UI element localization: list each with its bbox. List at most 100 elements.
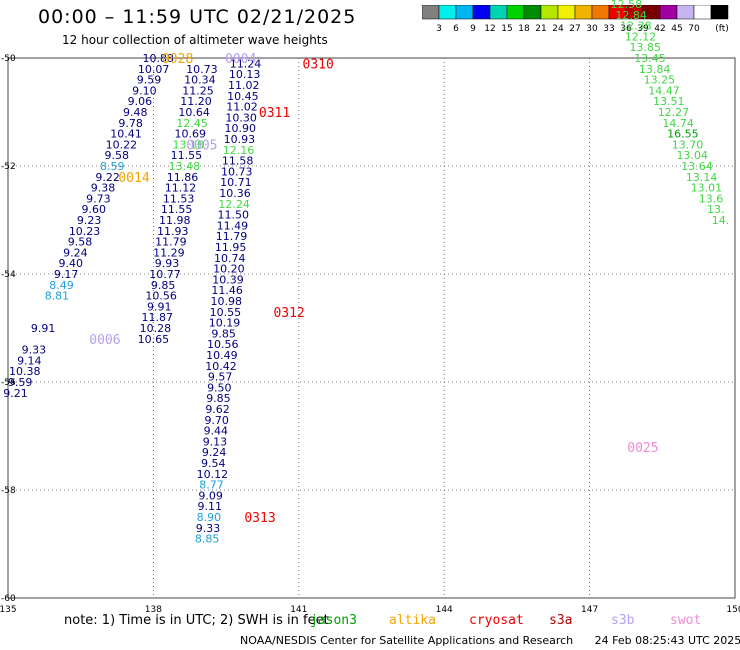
wave-height-value: 9.13 bbox=[203, 435, 228, 448]
wave-height-value: 10.55 bbox=[210, 306, 242, 319]
wave-height-value: 9.21 bbox=[3, 387, 28, 400]
latitude-tick-label: -58 bbox=[1, 486, 16, 496]
pass-number-label: 0312 bbox=[273, 306, 304, 321]
wave-height-value: 13.04 bbox=[677, 149, 709, 162]
longitude-tick-label: 138 bbox=[145, 605, 162, 612]
wave-height-value: 9.11 bbox=[197, 500, 222, 513]
pass-number-label: 0025 bbox=[627, 441, 658, 456]
wave-height-value: 10.77 bbox=[149, 268, 181, 281]
wave-height-value: 9.85 bbox=[206, 392, 231, 405]
wave-height-value: 9.33 bbox=[196, 522, 221, 535]
wave-height-value: 12.27 bbox=[658, 106, 690, 119]
colorbar-swatch bbox=[710, 5, 729, 20]
wave-height-value: 13.70 bbox=[672, 138, 704, 151]
satellite-legend-item: jason3 bbox=[310, 613, 357, 628]
map-subtitle: 12 hour collection of altimeter wave hei… bbox=[62, 33, 328, 47]
wave-height-value: 10.28 bbox=[140, 322, 172, 335]
wave-height-value: 9.91 bbox=[31, 322, 56, 335]
wave-height-value: 11.58 bbox=[222, 155, 254, 168]
wave-height-value: 10.56 bbox=[145, 290, 177, 303]
colorbar-tick: 27 bbox=[569, 24, 580, 33]
wave-height-value: 12.45 bbox=[176, 117, 208, 130]
wave-height-value: 10.93 bbox=[224, 133, 256, 146]
colorbar-tick: 36 bbox=[620, 24, 632, 33]
pass-number-label: 0310 bbox=[303, 57, 334, 72]
wave-height-value: 11.86 bbox=[167, 171, 199, 184]
wave-height-value: 10.12 bbox=[197, 468, 229, 481]
wave-height-value: 12.58 bbox=[611, 0, 643, 11]
pass-number-label: 0014 bbox=[118, 171, 149, 186]
wave-height-value: 13. bbox=[707, 203, 725, 216]
colorbar-tick: 9 bbox=[470, 24, 476, 33]
wave-height-value: 11.93 bbox=[157, 225, 189, 238]
wave-height-value: 9.09 bbox=[198, 489, 223, 502]
footer-note: note: 1) Time is in UTC; 2) SWH is in fe… bbox=[64, 613, 701, 628]
wave-height-value: 13.48 bbox=[169, 160, 201, 173]
wave-height-value: 9.59 bbox=[8, 376, 33, 389]
colorbar-tick: 42 bbox=[654, 24, 665, 33]
colorbar-tick: 15 bbox=[501, 24, 512, 33]
satellite-legend-item: s3b bbox=[611, 613, 635, 628]
wave-height-value: 10.74 bbox=[214, 252, 246, 265]
wave-height-value: 8.59 bbox=[100, 160, 125, 173]
satellite-legend-item: altika bbox=[389, 613, 436, 628]
latitude-tick-label: -50 bbox=[1, 54, 16, 64]
colorbar-legend: 3 6 9 12 15 18 21 24 27 30 33 36 39 42 45 70 (ft) bbox=[422, 5, 729, 33]
wave-height-value: 11.02 bbox=[228, 79, 260, 92]
wave-height-value: 11.50 bbox=[218, 209, 250, 222]
wave-height-value: 10.23 bbox=[69, 225, 101, 238]
wave-height-value: 13.84 bbox=[639, 63, 671, 76]
wave-height-value: 16.55 bbox=[667, 128, 699, 141]
wave-height-value: 10.73 bbox=[221, 165, 253, 178]
wave-height-value: 11.02 bbox=[226, 101, 258, 114]
wave-height-value: 10.19 bbox=[209, 317, 241, 330]
wave-height-value: 10.42 bbox=[205, 360, 237, 373]
wave-height-value: 10.90 bbox=[225, 122, 257, 135]
wave-height-value: 13.01 bbox=[691, 182, 723, 195]
satellite-legend-item: cryosat bbox=[469, 613, 524, 628]
wave-height-value: 9.38 bbox=[91, 182, 116, 195]
wave-height-value: 9.33 bbox=[22, 344, 47, 357]
wave-height-value: 9.62 bbox=[205, 403, 230, 416]
wave-height-value: 9.14 bbox=[17, 354, 42, 367]
wave-height-value: 10.36 bbox=[219, 187, 251, 200]
wave-height-value: 9.06 bbox=[128, 95, 153, 108]
wave-height-value: 11.12 bbox=[165, 182, 197, 195]
colorbar-tick: 45 bbox=[671, 24, 682, 33]
wave-height-value: 10.49 bbox=[206, 349, 238, 362]
wave-height-value: 11.24 bbox=[230, 57, 262, 70]
wave-height-value: 8.49 bbox=[49, 279, 74, 292]
wave-height-value: 10.07 bbox=[138, 63, 170, 76]
wave-height-value: 10.64 bbox=[178, 106, 210, 119]
wave-height-value: 12.38 bbox=[620, 20, 652, 33]
wave-height-value: 12.24 bbox=[218, 198, 250, 211]
wave-height-value: 10.73 bbox=[186, 63, 218, 76]
wave-height-value: 13.51 bbox=[653, 95, 685, 108]
wave-height-value: 12.12 bbox=[625, 30, 657, 43]
wave-height-value: 9.10 bbox=[132, 84, 157, 97]
wave-height-value: 10.65 bbox=[138, 333, 170, 346]
wave-height-value: 13.6 bbox=[699, 192, 724, 205]
wave-height-value: 10.98 bbox=[211, 295, 243, 308]
wave-height-value: 9.57 bbox=[208, 371, 233, 384]
wave-height-value: 9.40 bbox=[59, 257, 84, 270]
wave-height-value: 9.24 bbox=[202, 446, 227, 459]
wave-height-value: 10.13 bbox=[229, 68, 261, 81]
wave-height-value: 11.79 bbox=[155, 236, 187, 249]
colorbar-tick: 30 bbox=[586, 24, 598, 33]
wave-height-value: 9.85 bbox=[211, 327, 236, 340]
colorbar-tick: 12 bbox=[484, 24, 495, 33]
wave-height-value: 11.95 bbox=[215, 241, 247, 254]
credit-line: NOAA/NESDIS Center for Satellite Applica… bbox=[240, 634, 740, 647]
wave-height-value: 9.22 bbox=[95, 171, 120, 184]
colorbar-tick: 3 bbox=[436, 24, 442, 33]
colorbar-tick: 18 bbox=[518, 24, 530, 33]
wave-height-value: 10.88 bbox=[142, 52, 174, 65]
wave-height-value: 11.46 bbox=[211, 284, 243, 297]
wave-height-value: 9.50 bbox=[207, 381, 232, 394]
wave-height-value: 10.56 bbox=[207, 338, 239, 351]
wave-height-value: 8.81 bbox=[45, 290, 70, 303]
satellite-legend-item: s3a bbox=[549, 613, 573, 628]
wave-height-value: 8.85 bbox=[195, 533, 220, 546]
colorbar-unit: (ft) bbox=[715, 24, 729, 33]
